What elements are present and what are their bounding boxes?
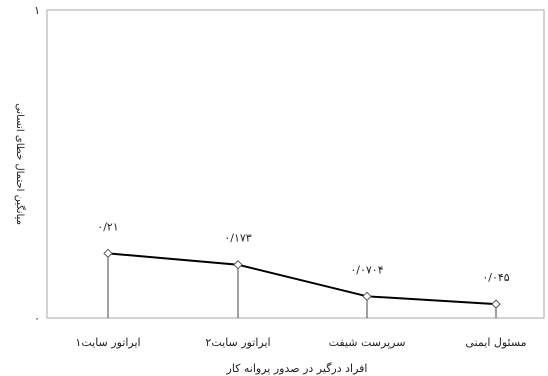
series-line xyxy=(107,252,497,306)
data-point-marker xyxy=(233,260,243,270)
data-labels: ۰/۲۱ ۰/۱۷۳ ۰/۰۷۰۴ ۰/۰۴۵ xyxy=(97,220,509,284)
data-label: ۰/۱۷۳ xyxy=(224,232,251,245)
x-axis-title: افراد درگیر در صدور پروانه کار xyxy=(226,362,368,375)
y-tick-label: ۰ xyxy=(34,312,40,325)
category-label: مسئول ایمنی xyxy=(465,336,526,349)
category-labels: ایراتور سایت۱ ایراتور سایت۲ سرپرست شیفت مسئ… xyxy=(75,336,526,349)
y-axis-ticks: ۰۱ xyxy=(34,4,40,325)
data-point-marker xyxy=(103,248,113,259)
data-point-marker xyxy=(362,291,372,302)
markers xyxy=(103,248,501,309)
category-label: ایراتور سایت۲ xyxy=(205,336,270,349)
category-label: ایراتور سایت۱ xyxy=(75,336,140,349)
data-label: ۰/۰۷۰۴ xyxy=(350,263,383,276)
y-tick-label: ۱ xyxy=(34,4,40,17)
data-point-marker xyxy=(491,299,501,309)
plot-area xyxy=(46,9,545,319)
data-label: ۰/۲۱ xyxy=(97,220,118,233)
y-axis-title: میانگین احتمال خطای انسانی xyxy=(14,103,26,225)
category-label: سرپرست شیفت xyxy=(329,336,406,349)
data-label: ۰/۰۴۵ xyxy=(482,271,509,284)
drop-lines xyxy=(107,253,497,318)
